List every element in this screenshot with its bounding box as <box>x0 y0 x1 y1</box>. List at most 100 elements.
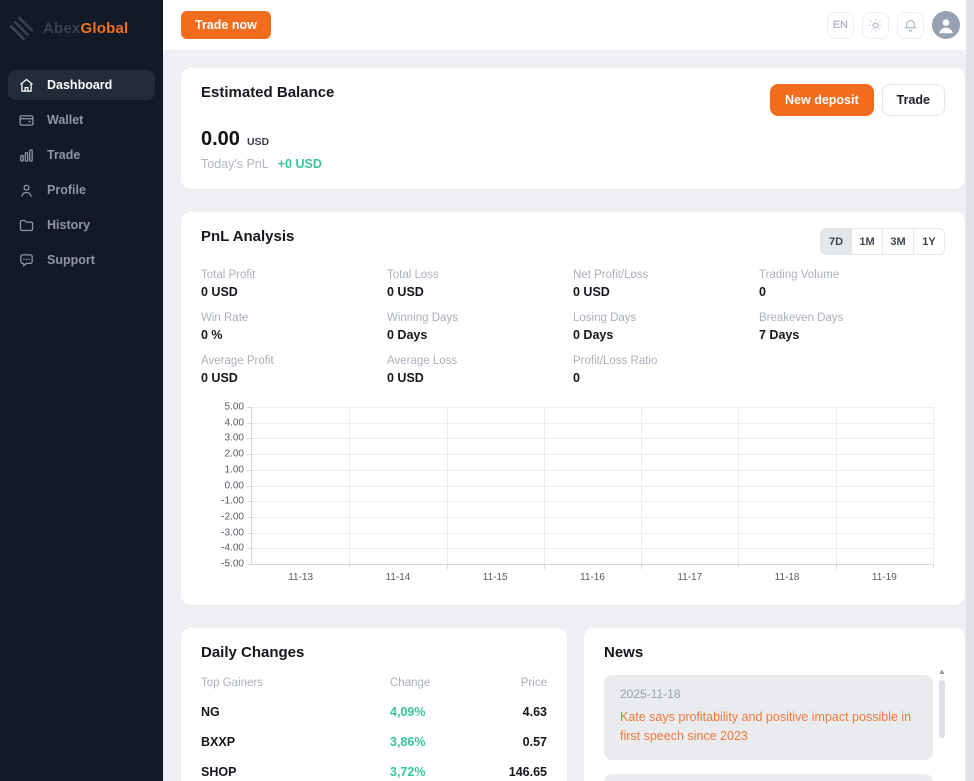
sidebar-item-profile[interactable]: Profile <box>8 175 155 205</box>
stat-label: Losing Days <box>573 312 637 324</box>
x-axis-label: 11-17 <box>677 572 703 583</box>
stat-value: 7 Days <box>759 328 800 342</box>
stat-value: 0 USD <box>387 371 424 385</box>
stat-label: Breakeven Days <box>759 312 844 324</box>
pnl-stat: Breakeven Days 7 Days <box>759 312 945 342</box>
wallet-icon <box>18 112 35 129</box>
chat-icon <box>18 252 35 269</box>
trade-now-button[interactable]: Trade now <box>181 11 271 39</box>
x-axis-label: 11-13 <box>288 572 314 583</box>
price-cell: 146.65 <box>508 765 547 779</box>
y-axis-tick <box>247 501 252 503</box>
news-item[interactable]: 2025-11-18 Kate says profitability and po… <box>604 675 933 760</box>
gridline-h <box>252 422 933 424</box>
change-cell: 4,09% <box>390 705 426 719</box>
language-button[interactable]: EN <box>826 11 854 39</box>
new-deposit-button[interactable]: New deposit <box>770 84 874 116</box>
balance-actions: New deposit Trade <box>770 84 945 116</box>
sun-icon <box>868 18 883 33</box>
sidebar-item-dashboard[interactable]: Dashboard <box>8 70 155 100</box>
symbol-cell: SHOP <box>201 765 237 779</box>
y-axis-label: 4.00 <box>224 417 244 429</box>
trade-button[interactable]: Trade <box>881 84 945 116</box>
chart-plot: 5.00 4.00 3.00 2.00 1.00 0.00 -1.00 -2.00 -3.00 -… <box>221 402 934 583</box>
pnl-stat: Average Loss 0 USD <box>387 355 573 385</box>
x-axis-tick <box>933 564 934 569</box>
bottom-row: Daily Changes Top Gainers Change Price NG 4,… <box>181 628 965 781</box>
news-item-title[interactable]: Kate says profitability and positive imp… <box>620 710 912 743</box>
sidebar-item-label: Dashboard <box>47 78 113 92</box>
y-axis-tick <box>247 422 252 424</box>
news-scrollbar[interactable]: ▲ <box>937 667 947 781</box>
avatar[interactable] <box>932 11 960 39</box>
x-axis-tick <box>641 564 643 569</box>
change-cell: 3,86% <box>390 735 426 749</box>
y-axis-label: -5.00 <box>221 558 244 570</box>
sidebar-item-wallet[interactable]: Wallet <box>8 105 155 135</box>
estimated-balance-card: Estimated Balance New deposit Trade 0.00… <box>181 68 965 189</box>
pnl-stat: Profit/Loss Ratio 0 <box>573 355 759 385</box>
topbar-controls: EN <box>826 11 960 39</box>
range-tabs: 7D 1M 3M 1Y <box>820 228 945 255</box>
gridline-v <box>933 407 934 564</box>
stat-value: 0 USD <box>201 285 238 299</box>
range-tab-1y[interactable]: 1Y <box>913 228 945 255</box>
x-axis-label: 11-16 <box>580 572 605 583</box>
stat-value: 0 <box>759 285 766 299</box>
table-row[interactable]: SHOP 3,72% 146.65 <box>201 765 547 779</box>
sidebar-item-support[interactable]: Support <box>8 245 155 275</box>
stat-label: Total Profit <box>201 269 256 281</box>
x-axis-label: 11-19 <box>871 572 897 583</box>
price-cell: 4.63 <box>522 705 547 719</box>
brand-name-accent: Global <box>80 19 129 37</box>
stat-label: Profit/Loss Ratio <box>573 355 658 367</box>
scroll-up-icon[interactable]: ▲ <box>938 667 946 676</box>
sidebar-item-trade[interactable]: Trade <box>8 140 155 170</box>
pnl-card-title: PnL Analysis <box>201 228 295 245</box>
news-item[interactable]: 2025-11-18 <box>604 773 933 781</box>
header-change: Change <box>390 677 431 689</box>
todays-pnl-label: Today's PnL <box>201 157 269 171</box>
stat-value: 0 Days <box>573 328 614 342</box>
range-tab-7d[interactable]: 7D <box>820 228 852 255</box>
news-scrollbar-thumb[interactable] <box>939 680 945 738</box>
pnl-stat: Losing Days 0 Days <box>573 312 759 342</box>
y-axis-tick <box>247 407 252 408</box>
brand-logo[interactable]: AbexGlobal <box>0 0 163 56</box>
stat-value: 0 % <box>201 328 223 342</box>
home-icon <box>18 77 35 94</box>
header-top-gainers: Top Gainers <box>201 677 264 689</box>
y-axis-tick <box>247 485 252 487</box>
y-axis-tick <box>247 548 252 550</box>
y-axis-label: 2.00 <box>224 448 244 460</box>
theme-toggle-button[interactable] <box>862 11 889 39</box>
page-scrollbar[interactable] <box>966 0 974 781</box>
gridline-h <box>252 516 933 518</box>
x-axis-label: 11-18 <box>774 572 800 583</box>
balance-currency: USD <box>246 136 270 148</box>
gridline-v <box>543 407 545 564</box>
y-axis-tick <box>247 516 252 518</box>
bell-icon <box>903 18 918 33</box>
stat-label: Win Rate <box>201 312 249 324</box>
gridline-h <box>252 438 933 440</box>
pnl-stat: Total Loss 0 USD <box>387 269 573 299</box>
range-tab-1m[interactable]: 1M <box>851 228 883 255</box>
header-price: Price <box>520 677 547 689</box>
table-row[interactable]: BXXP 3,86% 0.57 <box>201 735 547 749</box>
notifications-button[interactable] <box>897 11 924 39</box>
table-row[interactable]: NG 4,09% 4.63 <box>201 705 547 719</box>
sidebar-item-history[interactable]: History <box>8 210 155 240</box>
person-icon <box>18 182 35 199</box>
sidebar-item-label: History <box>47 218 91 232</box>
news-item-date: 2025-11-18 <box>620 687 681 701</box>
stat-value: 0 Days <box>387 328 428 342</box>
y-axis-label: -4.00 <box>221 542 244 554</box>
gridline-v <box>835 407 837 564</box>
stat-label: Net Profit/Loss <box>573 269 649 281</box>
daily-changes-title: Daily Changes <box>201 644 305 661</box>
main-content: Estimated Balance New deposit Trade 0.00… <box>163 51 974 781</box>
x-axis-label: 11-14 <box>385 572 411 583</box>
range-tab-3m[interactable]: 3M <box>882 228 914 255</box>
pnl-stat: Win Rate 0 % <box>201 312 387 342</box>
